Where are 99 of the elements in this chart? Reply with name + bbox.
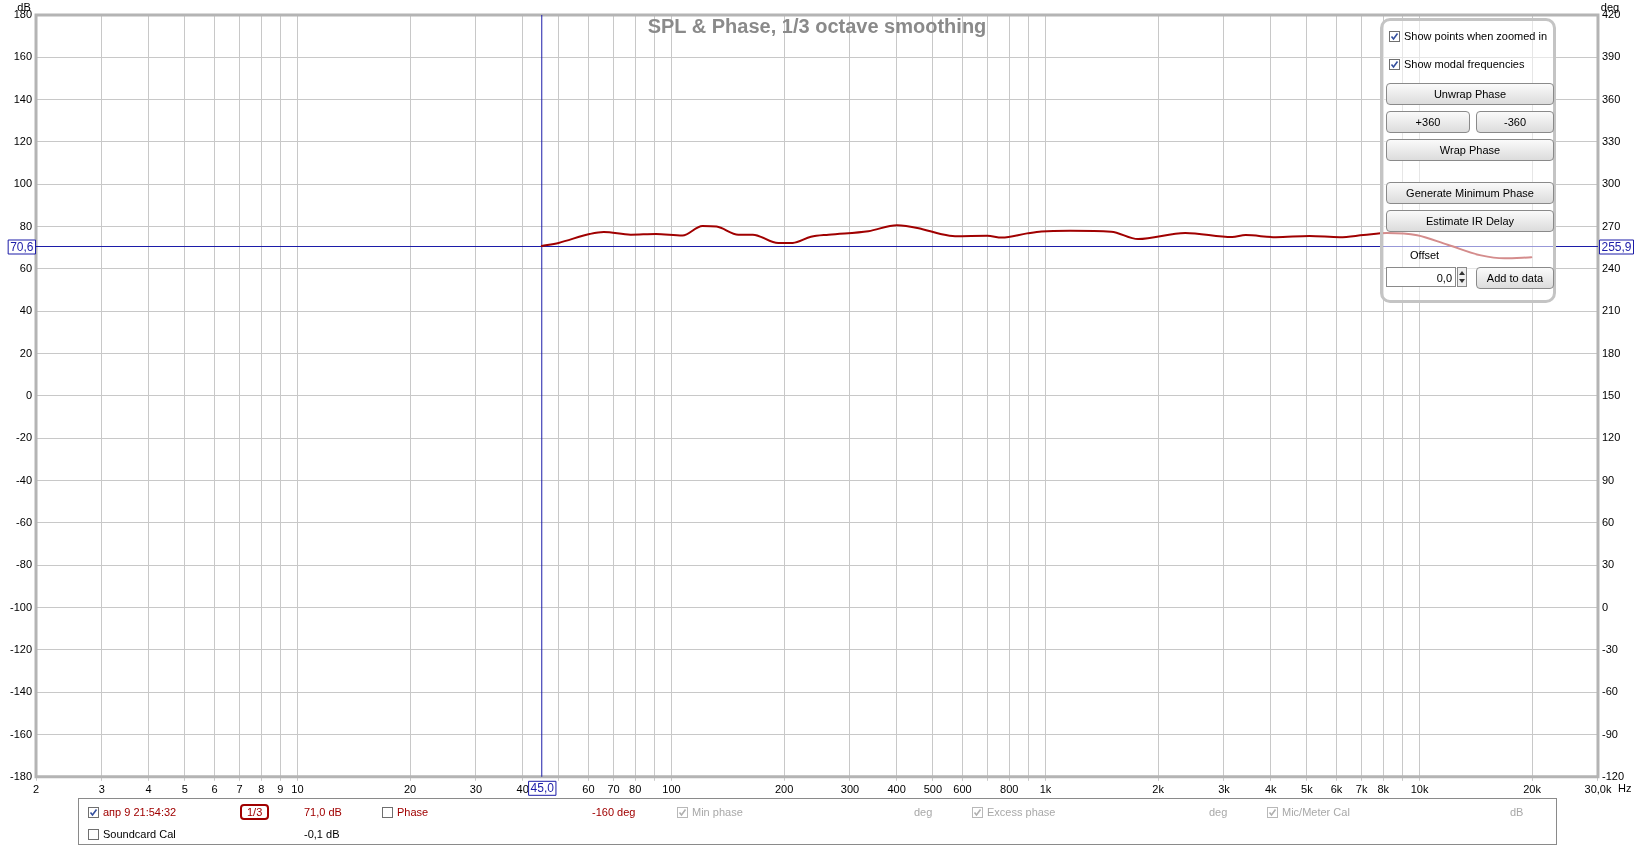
x-tick-label: 800 <box>1000 783 1019 796</box>
x-tick-label: 20 <box>403 783 417 796</box>
y-tick-label: -120 <box>9 642 33 655</box>
text: -160 deg <box>592 806 636 818</box>
x-tick-label: 100 <box>662 783 681 796</box>
ref-line-label: 70,6 <box>10 239 34 254</box>
text: Mic/Meter Cal <box>1282 806 1350 818</box>
x-tick-label: 4 <box>145 783 152 796</box>
y2-tick-label: 30 <box>1601 558 1615 571</box>
y-tick-label: 160 <box>13 50 33 63</box>
x-tick-label: 400 <box>887 783 906 796</box>
annotation: Show modal frequencies <box>1404 58 1525 70</box>
y2-tick-label: 210 <box>1601 304 1621 317</box>
x-tick-label: 6 <box>211 783 218 796</box>
text: Phase <box>397 806 429 818</box>
x-axis-title: Hz <box>1617 782 1632 795</box>
x-tick-label: 8 <box>258 783 265 796</box>
y2-tick-label: 90 <box>1601 473 1615 486</box>
x-tick-label: 3k <box>1218 783 1231 796</box>
x-tick-label: 80 <box>629 783 642 796</box>
y-tick-label: 100 <box>13 177 33 190</box>
x-tick-label: 70 <box>607 783 620 796</box>
button: Generate Minimum Phase <box>1386 182 1554 204</box>
x-tick-label: 7k <box>1355 783 1368 796</box>
y-tick-label: 80 <box>19 219 33 232</box>
button: Unwrap Phase <box>1386 83 1554 105</box>
y-tick-label: 20 <box>19 346 33 359</box>
y-tick-label: -180 <box>9 769 33 782</box>
x-tick-label: 60 <box>582 783 595 796</box>
x-tick-label: 9 <box>277 783 284 796</box>
annotation: Show points when zoomed in <box>1404 30 1548 42</box>
x-tick-label: 300 <box>840 783 860 796</box>
text: dB <box>1510 806 1524 818</box>
y2-tick-label: 180 <box>1601 346 1621 359</box>
x-tick-label: 2 <box>32 783 40 796</box>
button: Add to data <box>1476 267 1554 289</box>
x-tick-label: 10 <box>291 783 304 796</box>
text: deg <box>914 806 933 818</box>
y2-tick-label: -120 <box>1601 769 1625 782</box>
button: Wrap Phase <box>1386 139 1554 161</box>
y2-tick-label: 270 <box>1601 219 1621 232</box>
annotation: Offset <box>1410 249 1440 261</box>
y2-tick-label: 60 <box>1601 515 1615 528</box>
y2-tick-label: -90 <box>1601 727 1618 740</box>
x-tick-label: 3 <box>98 783 105 796</box>
x-tick-label: 1k <box>1039 783 1052 796</box>
control-panel: Show points when zoomed in Show modal frequencies Unwrap Phase +360 -360 Wrap Phase Generate Minimum Phase Estimate IR Delay Offset 0,0 Add to data <box>1380 18 1556 303</box>
text: апр 9 21:54:32 <box>103 806 177 818</box>
y2-tick-label: 120 <box>1601 431 1621 444</box>
x-tick-label: 20k <box>1523 783 1542 796</box>
y-tick-label: -140 <box>9 685 33 698</box>
x-tick-label: 10k <box>1410 783 1429 796</box>
x-tick-label: 200 <box>774 783 794 796</box>
text: 71,0 dB <box>304 806 342 818</box>
x-tick-label: 30,0k <box>1584 783 1612 796</box>
x-tick-label: 30 <box>469 783 483 796</box>
y2-tick-label: -30 <box>1601 642 1618 655</box>
text: -0,1 dB <box>304 828 340 840</box>
y-tick-label: 60 <box>19 261 33 274</box>
y-tick-label: -60 <box>16 515 33 528</box>
x-tick-label: 40 <box>516 783 529 796</box>
x-tick-label: 5k <box>1301 783 1314 796</box>
x-tick-label: 5 <box>181 783 188 796</box>
y-tick-label: -80 <box>16 558 33 571</box>
button: Estimate IR Delay <box>1386 210 1554 232</box>
y2-tick-label: 390 <box>1601 50 1621 63</box>
text: 255,9 <box>1601 239 1632 254</box>
text: Excess phase <box>987 806 1056 818</box>
y-tick-label: 140 <box>13 92 33 105</box>
y2-tick-label: 300 <box>1601 177 1621 190</box>
smoothing-badge: 1/3 <box>240 804 270 820</box>
ref-line-label: 45,0 <box>530 781 555 796</box>
y-tick-label: -40 <box>16 473 33 486</box>
y2-tick-label: -60 <box>1601 685 1618 698</box>
x-tick-label: 4k <box>1264 783 1277 796</box>
button: -360 <box>1476 111 1554 133</box>
y2-tick-label: 360 <box>1601 92 1621 105</box>
x-tick-label: 6k <box>1330 783 1343 796</box>
x-tick-label: 7 <box>236 783 243 796</box>
y-tick-label: -160 <box>9 727 33 740</box>
text: deg <box>1209 806 1228 818</box>
x-tick-label: 8k <box>1377 783 1390 796</box>
number-field: 0,0 <box>1386 267 1456 287</box>
x-tick-label: 2k <box>1152 783 1165 796</box>
x-tick-label: 600 <box>953 783 972 796</box>
y2-tick-label: 0 <box>1601 600 1609 613</box>
y-tick-label: 40 <box>19 304 33 317</box>
y-tick-label: -20 <box>16 431 33 444</box>
text: Soundcard Cal <box>103 828 176 840</box>
button: +360 <box>1386 111 1470 133</box>
y2-tick-label: 330 <box>1601 135 1621 147</box>
y2-tick-label: 240 <box>1601 261 1621 274</box>
y-tick-label: 0 <box>25 388 33 401</box>
y-tick-label: -100 <box>9 600 33 613</box>
y-tick-label: 120 <box>13 135 33 147</box>
text: Min phase <box>692 806 743 818</box>
x-tick-label: 500 <box>923 783 943 796</box>
chart-title: SPL & Phase, 1/3 octave smoothing <box>647 14 987 37</box>
y2-tick-label: 150 <box>1601 388 1621 401</box>
